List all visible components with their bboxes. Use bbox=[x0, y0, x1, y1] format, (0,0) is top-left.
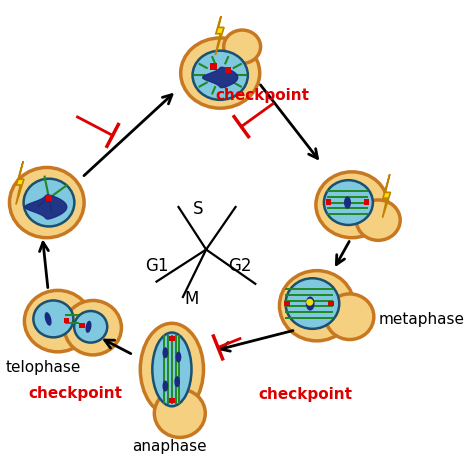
Ellipse shape bbox=[316, 172, 388, 238]
Bar bbox=[210, 63, 217, 70]
Ellipse shape bbox=[224, 30, 261, 64]
Ellipse shape bbox=[163, 381, 168, 391]
Bar bbox=[364, 199, 369, 204]
Polygon shape bbox=[383, 174, 391, 218]
Text: telophase: telophase bbox=[6, 360, 82, 375]
Text: anaphase: anaphase bbox=[132, 439, 207, 454]
Ellipse shape bbox=[152, 333, 191, 406]
Ellipse shape bbox=[285, 278, 339, 329]
Ellipse shape bbox=[192, 51, 248, 100]
Bar bbox=[79, 323, 84, 328]
Ellipse shape bbox=[344, 196, 351, 209]
Polygon shape bbox=[16, 161, 24, 204]
Circle shape bbox=[306, 299, 313, 306]
Ellipse shape bbox=[280, 271, 354, 341]
Ellipse shape bbox=[85, 321, 91, 333]
Text: M: M bbox=[184, 290, 199, 308]
Ellipse shape bbox=[140, 323, 203, 415]
Ellipse shape bbox=[324, 180, 373, 225]
Ellipse shape bbox=[345, 201, 350, 205]
Ellipse shape bbox=[33, 300, 73, 337]
Bar bbox=[169, 398, 175, 403]
Ellipse shape bbox=[176, 352, 182, 363]
Bar bbox=[169, 335, 175, 341]
Ellipse shape bbox=[174, 376, 180, 387]
Bar bbox=[284, 300, 290, 307]
Polygon shape bbox=[25, 195, 67, 219]
Ellipse shape bbox=[326, 294, 374, 340]
Ellipse shape bbox=[74, 311, 107, 342]
Bar bbox=[328, 300, 334, 307]
Ellipse shape bbox=[64, 300, 121, 355]
Text: metaphase: metaphase bbox=[379, 312, 465, 327]
Text: G1: G1 bbox=[145, 257, 168, 275]
Bar bbox=[64, 317, 69, 323]
Polygon shape bbox=[203, 67, 238, 88]
Ellipse shape bbox=[181, 38, 260, 108]
Text: checkpoint: checkpoint bbox=[28, 386, 122, 401]
Text: checkpoint: checkpoint bbox=[259, 387, 353, 402]
Ellipse shape bbox=[307, 301, 313, 306]
Bar bbox=[326, 199, 331, 204]
Bar bbox=[225, 67, 231, 73]
Ellipse shape bbox=[155, 389, 205, 438]
Ellipse shape bbox=[45, 312, 52, 326]
Ellipse shape bbox=[24, 179, 74, 227]
Text: S: S bbox=[193, 200, 203, 218]
Ellipse shape bbox=[356, 200, 400, 240]
Ellipse shape bbox=[306, 297, 315, 310]
Bar bbox=[46, 195, 52, 201]
Polygon shape bbox=[215, 8, 224, 55]
Ellipse shape bbox=[163, 347, 168, 358]
Text: G2: G2 bbox=[228, 257, 252, 275]
Ellipse shape bbox=[24, 291, 91, 352]
Text: checkpoint: checkpoint bbox=[215, 88, 309, 103]
Ellipse shape bbox=[9, 168, 84, 238]
